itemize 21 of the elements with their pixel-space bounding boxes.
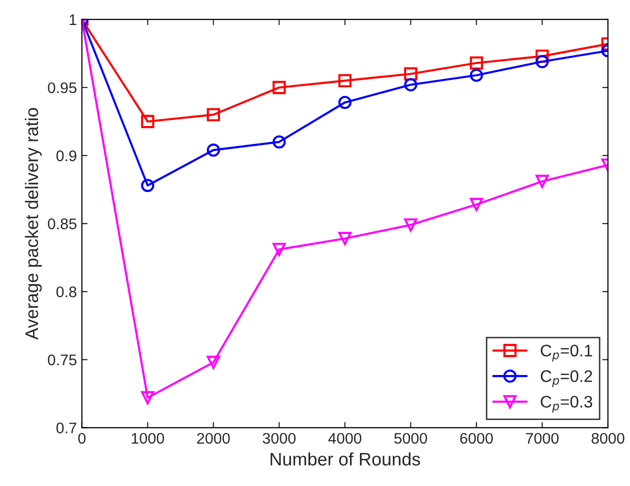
x-tick-label: 5000 xyxy=(394,432,428,444)
legend-label: C$_{p}$=0.3 xyxy=(540,396,592,413)
x-tick-label: 7000 xyxy=(526,432,559,444)
x-axis-title: Number of Rounds xyxy=(270,452,420,466)
y-tick-label: 0.75 xyxy=(48,354,76,366)
x-tick-label: 3000 xyxy=(262,432,296,444)
y-tick-label: 0.8 xyxy=(56,286,76,298)
y-axis-title: Average packet delivery ratio xyxy=(24,108,42,340)
legend-label: C$_{p}$=0.1 xyxy=(540,344,592,362)
x-tick-label: 0 xyxy=(78,432,86,444)
x-tick-label: 1000 xyxy=(132,432,164,444)
y-tick-label: 0.9 xyxy=(56,150,76,162)
y-tick-label: 0.7 xyxy=(56,422,76,434)
y-tick-label: 1 xyxy=(70,14,76,25)
x-tick-label: 4000 xyxy=(328,432,362,444)
x-tick-label: 8000 xyxy=(592,432,624,444)
legend-label: C$_{p}$=0.2 xyxy=(540,370,592,388)
y-tick-label: 0.95 xyxy=(48,82,76,94)
x-tick-label: 2000 xyxy=(197,432,230,444)
x-tick-label: 6000 xyxy=(460,432,493,444)
y-tick-label: 0.85 xyxy=(48,218,76,230)
